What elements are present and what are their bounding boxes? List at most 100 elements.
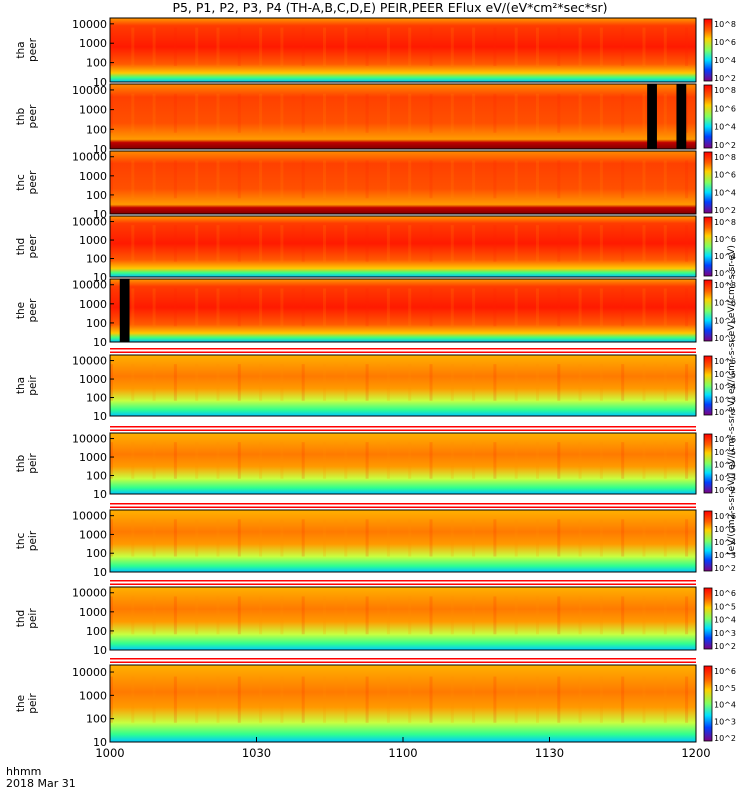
colorbar-tick-label: 10^4 [714, 616, 736, 625]
spectrogram-streak [365, 442, 369, 479]
spectrogram-streak [131, 442, 135, 479]
spectrogram-streak [557, 676, 561, 723]
spectrogram-panel: 10000 1000 100 10 thd peir 10^6 10^5 10^4 10^3 10^… [15, 580, 736, 657]
spectrogram-streak [323, 288, 326, 327]
spectrogram-image [110, 510, 696, 572]
spectrogram-streak [536, 364, 539, 401]
status-strip-gap [110, 349, 696, 352]
spectrogram-streak [429, 27, 433, 67]
spectrogram-streak [365, 676, 369, 723]
y-tick-label: 10000 [72, 84, 107, 97]
spectrogram-streak [493, 160, 497, 199]
spectrogram-streak [237, 364, 241, 401]
spectrogram-streak [323, 160, 326, 199]
spectrogram-image [110, 355, 696, 416]
colorbar-tick-label: 10^8 [714, 218, 736, 227]
spectrogram-streak [110, 442, 113, 479]
spectrogram-streak [152, 596, 156, 635]
spectrogram-streak [216, 519, 220, 557]
spectrogram-streak [237, 225, 241, 262]
spectrogram-streak [621, 160, 625, 199]
spectrogram-streak [110, 288, 113, 327]
spectrogram-streak [514, 364, 518, 401]
spectrogram-streak [280, 442, 284, 479]
spectrogram-streak [216, 160, 220, 199]
panel-label-probe: thc [15, 174, 27, 191]
x-tick-label: 1200 [681, 746, 710, 760]
spectrogram-streak [663, 676, 667, 723]
y-tick-label: 1000 [79, 528, 107, 541]
colorbar-units-label: [eV/(cm2-s-sr-eV)] eV/(cm²-s-sr-eV) eV/(… [727, 245, 737, 555]
y-tick-label: 10 [93, 208, 107, 221]
colorbar-tick-label: 10^8 [714, 153, 736, 162]
spectrogram-streak [386, 519, 390, 557]
colorbar [703, 587, 713, 650]
spectrogram-streak [578, 93, 582, 133]
spectrogram-panel: 10000 1000 100 10 the peir 10^6 10^5 10^4 10^3 10^… [15, 658, 736, 749]
spectrogram-streak [578, 27, 582, 67]
panel-label-probe: thb [15, 454, 27, 472]
y-tick-label: 1000 [79, 689, 107, 702]
spectrogram-streak [280, 364, 284, 401]
colorbar-tick-label: 10^6 [714, 104, 736, 113]
spectrogram-streak [642, 442, 646, 479]
spectrogram-streak [237, 442, 241, 479]
data-gap-bar [676, 84, 687, 149]
panel-label-product: peir [27, 693, 39, 714]
spectrogram-streak [514, 288, 518, 327]
y-tick-label: 10 [93, 76, 107, 89]
spectrogram-streak [557, 27, 561, 67]
colorbar-tick-label: 10^5 [714, 602, 736, 611]
spectrogram-streak [216, 27, 220, 67]
spectrogram-streak [131, 27, 135, 67]
spectrogram-streak [557, 364, 561, 401]
spectrogram-streak [386, 676, 390, 723]
spectrogram-streak [514, 93, 518, 133]
spectrogram-streak [621, 364, 625, 401]
spectrogram-streak [131, 93, 135, 133]
spectrogram-image [110, 665, 696, 742]
spectrogram-streak [152, 364, 156, 401]
spectrogram-streak [408, 93, 412, 133]
spectrogram-image [110, 279, 696, 342]
time-format-label: hhmm [6, 765, 42, 778]
x-tick-label: 1030 [242, 746, 271, 760]
spectrogram-streak [408, 364, 412, 401]
spectrogram-streak [259, 364, 263, 401]
panel-frame [109, 586, 697, 651]
spectrogram-streak [578, 288, 582, 327]
panel-label-product: peer [27, 170, 39, 195]
spectrogram-streak [259, 225, 263, 262]
colorbar-tick-label: 10^6 [714, 171, 736, 180]
spectrogram-streak [195, 27, 199, 67]
spectrogram-streak [472, 160, 476, 199]
y-tick-label: 100 [86, 392, 107, 405]
colorbar [703, 355, 713, 416]
spectrogram-streak [429, 364, 433, 401]
spectrogram-streak [365, 364, 369, 401]
spectrogram-streak [514, 160, 518, 199]
spectrogram-streak [131, 160, 135, 199]
spectrogram-streak [578, 442, 582, 479]
spectrogram-streak [110, 676, 113, 723]
colorbar-tick-label: 10^3 [714, 629, 736, 638]
colorbar-tick-label: 10^2 [714, 206, 736, 215]
spectrogram-streak [493, 596, 497, 635]
spectrogram-streak [408, 27, 412, 67]
y-tick-label: 1000 [79, 451, 107, 464]
spectrogram-streak [642, 160, 646, 199]
spectrogram-streak [493, 225, 497, 262]
spectrogram-streak [280, 225, 284, 262]
spectrogram-streak [195, 93, 199, 133]
spectrogram-streak [663, 596, 667, 635]
spectrogram-streak [365, 596, 369, 635]
y-tick-label: 1000 [79, 104, 107, 117]
spectrogram-panel: 10000 1000 100 10 thc peir 10^6 10^5 10^4 10^3 10^… [15, 503, 736, 579]
spectrogram-streak [536, 225, 539, 262]
spectrogram-streak [216, 93, 220, 133]
spectrogram-panel: 10000 1000 100 10 thd peer 10^8 10^6 10^4 10^2 [15, 215, 736, 284]
spectrogram-streak [365, 519, 369, 557]
spectrogram-streak [216, 364, 220, 401]
spectrogram-streak [472, 27, 476, 67]
